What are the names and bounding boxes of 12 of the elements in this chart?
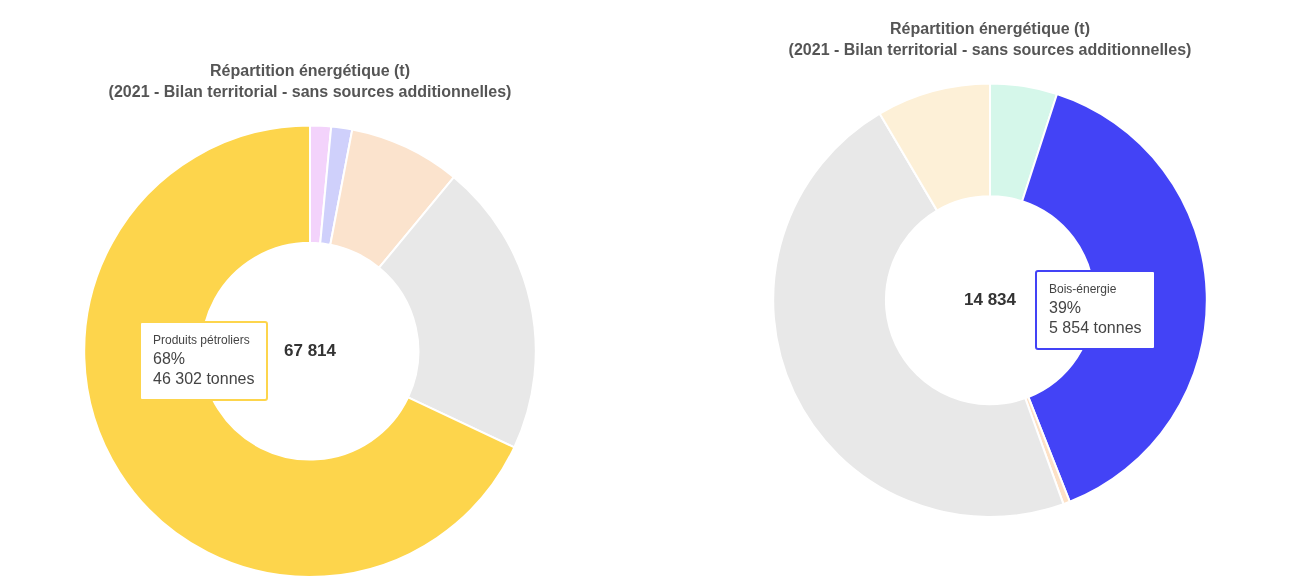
text: 5 854 tonnes	[1049, 319, 1142, 337]
slice-label: Produits pétroliers	[153, 333, 251, 348]
chart-title: Répartition énergétique (t)	[209, 62, 411, 80]
text: 39%	[1049, 299, 1082, 317]
text: 67 814	[284, 340, 337, 360]
text: 14 834	[964, 289, 1017, 309]
text: 68%	[153, 350, 186, 368]
text: 46 302 tonnes	[153, 370, 255, 388]
slice-label: Bois-énergie	[1049, 282, 1118, 297]
chart-title: Répartition énergétique (t)	[889, 20, 1091, 38]
chart-subtitle: (2021 - Bilan territorial - sans sources additionnelles)	[108, 83, 512, 101]
chart-subtitle: (2021 - Bilan territorial - sans sources additionnelles)	[788, 41, 1192, 59]
